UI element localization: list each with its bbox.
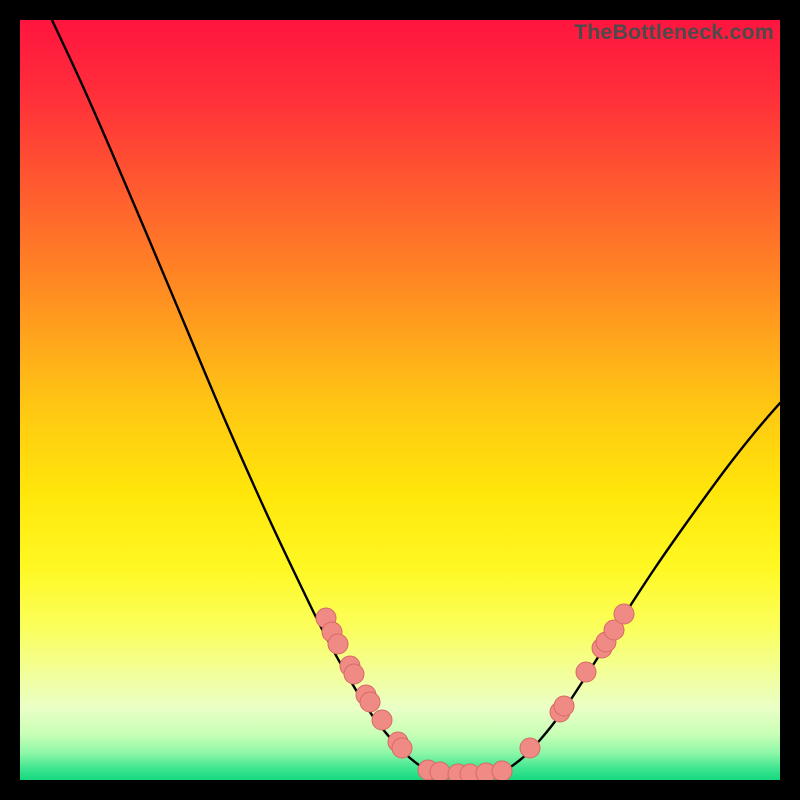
bottleneck-curve <box>20 20 780 780</box>
data-point-left <box>360 692 380 712</box>
watermark-text: TheBottleneck.com <box>574 20 774 45</box>
data-point-valley <box>430 762 450 780</box>
data-point-right <box>614 604 634 624</box>
data-point-right <box>554 696 574 716</box>
data-point-valley <box>492 761 512 780</box>
data-point-right <box>520 738 540 758</box>
data-point-left <box>328 634 348 654</box>
data-point-left <box>372 710 392 730</box>
data-point-left <box>392 738 412 758</box>
plot-area: TheBottleneck.com <box>20 20 780 780</box>
data-point-right <box>576 662 596 682</box>
chart-frame: TheBottleneck.com <box>0 0 800 800</box>
data-point-left <box>344 664 364 684</box>
